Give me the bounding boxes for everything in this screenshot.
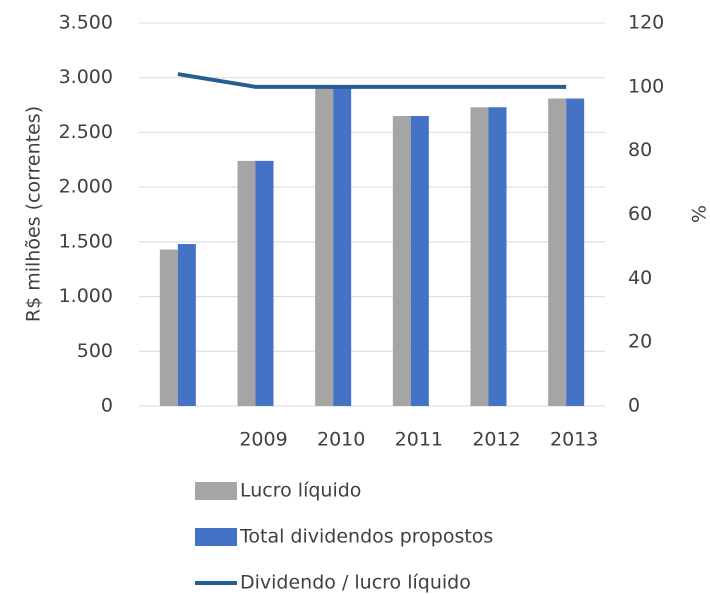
x-tick-label: 2013 xyxy=(550,429,598,451)
y2-tick-label: 20 xyxy=(628,331,652,353)
bar xyxy=(488,107,507,406)
y-tick-label: 1.500 xyxy=(59,230,113,252)
y2-tick-label: 120 xyxy=(628,12,664,34)
bar xyxy=(237,160,256,406)
line-series xyxy=(177,72,567,89)
y2-tick-label: 80 xyxy=(628,139,652,161)
legend-label: Lucro líquido xyxy=(240,480,361,502)
bar xyxy=(177,244,196,406)
bar xyxy=(159,249,178,406)
bar xyxy=(333,86,352,407)
x-tick-label: 2011 xyxy=(395,429,443,451)
y2-tick-label: 100 xyxy=(628,75,664,97)
bar xyxy=(566,98,585,407)
y-tick-label: 2.000 xyxy=(59,176,113,198)
bar xyxy=(410,116,429,406)
y-axis-label: R$ milhões (correntes) xyxy=(23,106,45,322)
bar xyxy=(315,86,334,407)
y2-tick-label: 0 xyxy=(628,395,640,417)
x-tick-label: 2010 xyxy=(317,429,365,451)
bar xyxy=(255,160,274,406)
legend-swatch xyxy=(195,528,237,546)
bar xyxy=(548,98,567,407)
legend-swatch xyxy=(195,482,237,500)
y2-tick-label: 40 xyxy=(628,267,652,289)
y-tick-label: 0 xyxy=(101,395,113,417)
legend-label: Dividendo / lucro líquido xyxy=(240,572,471,594)
legend-label: Total dividendos propostos xyxy=(239,526,493,548)
x-tick-label: 2012 xyxy=(472,429,520,451)
y2-tick-label: 60 xyxy=(628,203,652,225)
y-tick-label: 1.000 xyxy=(59,285,113,307)
x-tick-label: 2009 xyxy=(239,429,287,451)
bar xyxy=(392,116,411,406)
y-tick-label: 2.500 xyxy=(59,121,113,143)
y-tick-label: 500 xyxy=(77,340,113,362)
y2-axis-label: % xyxy=(689,205,710,223)
bar xyxy=(470,107,489,406)
y-tick-label: 3.500 xyxy=(59,12,113,34)
y-tick-label: 3.000 xyxy=(59,66,113,88)
